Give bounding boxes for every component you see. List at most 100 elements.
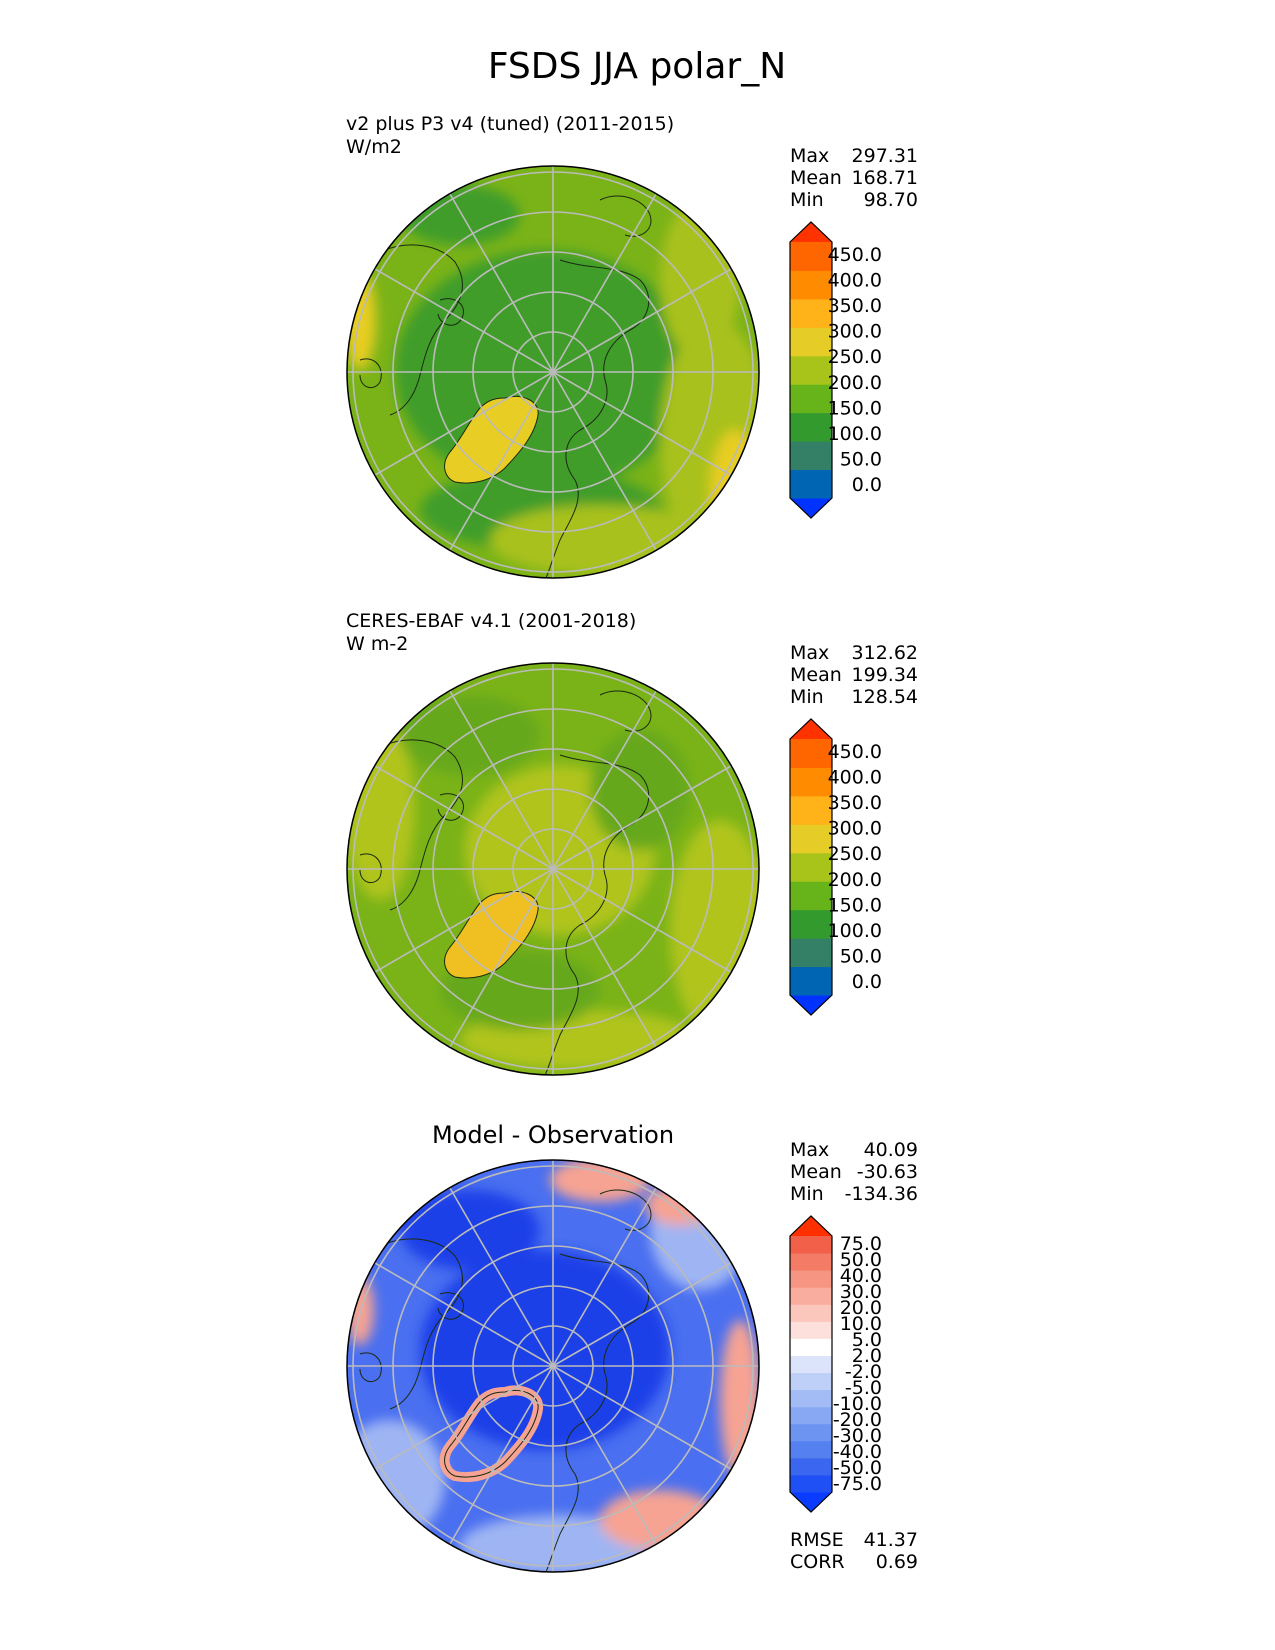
colorbar-under-arrow xyxy=(790,1492,832,1512)
graticule xyxy=(347,1160,759,1572)
panel-obs-units: W m-2 xyxy=(346,633,408,655)
panel-diff-title: Model - Observation xyxy=(432,1121,674,1149)
map-region-positive xyxy=(550,1160,650,1202)
stat-min-label: Min xyxy=(790,686,824,708)
stat-mean-value: -30.63 xyxy=(857,1161,918,1183)
panel-model-subtitle: v2 plus P3 v4 (tuned) (2011-2015) xyxy=(346,113,674,135)
map-outline xyxy=(346,662,760,1076)
colorbar-tick-label: 400.0 xyxy=(828,269,882,291)
colorbar-over-arrow xyxy=(790,1216,832,1236)
colorbar-tick-label: 200.0 xyxy=(828,372,882,394)
map-region-positive xyxy=(720,1320,759,1480)
colorbar-tick-label: 150.0 xyxy=(828,397,882,419)
colorbar-outline xyxy=(789,221,833,519)
colorbar-swatch xyxy=(790,298,832,328)
colorbar-swatch xyxy=(790,1253,832,1271)
panel-model-stats: Max 297.31 Mean 168.71 Min 98.70 xyxy=(790,145,918,211)
colorbar-tick-label: 150.0 xyxy=(828,894,882,916)
colorbar-swatch xyxy=(790,881,832,911)
colorbar-tick-label: 100.0 xyxy=(828,423,882,445)
panel-diff: Model - Observation xyxy=(346,1121,918,1573)
map-region-positive xyxy=(645,1185,715,1225)
colorbar-tick-label: -50.0 xyxy=(833,1457,882,1479)
stat-min-value: -134.36 xyxy=(845,1183,918,1205)
map-outline xyxy=(346,165,760,579)
colorbar-swatch xyxy=(790,938,832,968)
colorbar-swatch xyxy=(790,469,832,499)
stat-max-value: 40.09 xyxy=(864,1139,918,1161)
metric-corr-value: 0.69 xyxy=(876,1551,918,1573)
colorbar-tick-label: 0.0 xyxy=(852,971,882,993)
map-region-dark xyxy=(395,250,695,490)
colorbar-swatch xyxy=(790,242,832,271)
colorbar-swatch xyxy=(790,1355,832,1374)
metric-corr-label: CORR xyxy=(790,1551,845,1573)
graticule xyxy=(347,663,759,1075)
greenland-shape xyxy=(444,891,539,979)
colorbar-tick-label: 300.0 xyxy=(828,818,882,840)
colorbar-tick-label: 100.0 xyxy=(828,920,882,942)
colorbar-tick-label: 20.0 xyxy=(840,1297,882,1319)
colorbar-swatch xyxy=(790,1372,832,1391)
colorbar-tick-label: 350.0 xyxy=(828,295,882,317)
colorbar-tick-label: 250.0 xyxy=(828,843,882,865)
colorbar-tick-label: 250.0 xyxy=(828,346,882,368)
colorbar-swatch xyxy=(790,1406,832,1425)
stat-max-value: 312.62 xyxy=(852,642,918,664)
colorbar-tick-label: -5.0 xyxy=(845,1377,882,1399)
colorbar-swatch xyxy=(790,1440,832,1459)
colorbar-tick-label: -40.0 xyxy=(833,1441,882,1463)
colorbar-model: 450.0 400.0 350.0 300.0 250.0 200.0 150.0 100.0… xyxy=(789,221,882,519)
colorbar-swatch xyxy=(790,909,832,939)
colorbar-tick-label: 40.0 xyxy=(840,1265,882,1287)
colorbar-over-arrow xyxy=(790,719,832,739)
panel-model: v2 plus P3 v4 (tuned) (2011-2015) W/m2 xyxy=(346,113,918,579)
stat-mean-value: 199.34 xyxy=(852,664,918,686)
stat-min-label: Min xyxy=(790,189,824,211)
colorbar-swatch xyxy=(790,1321,832,1339)
colorbar-tick-label: -10.0 xyxy=(833,1393,882,1415)
panel-diff-metrics: RMSE 41.37 CORR 0.69 xyxy=(790,1529,918,1573)
colorbar-under-arrow xyxy=(790,498,832,518)
colorbar-under-arrow xyxy=(790,995,832,1015)
coastlines xyxy=(359,195,652,578)
map-region-light xyxy=(670,820,759,1040)
stat-max-value: 297.31 xyxy=(852,145,918,167)
colorbar-swatch xyxy=(790,1287,832,1305)
map-region-strong-negative xyxy=(420,1250,670,1450)
stat-mean-label: Mean xyxy=(790,664,842,686)
map-outline xyxy=(346,1159,760,1573)
colorbar-swatch xyxy=(790,795,832,825)
panel-model-units: W/m2 xyxy=(346,136,402,158)
stat-min-value: 98.70 xyxy=(864,189,918,211)
colorbar-tick-label: 300.0 xyxy=(828,321,882,343)
colorbar-tick-label: 2.0 xyxy=(852,1345,882,1367)
colorbar-outline xyxy=(789,718,833,1016)
colorbar-swatch xyxy=(790,824,832,854)
colorbar-swatch xyxy=(790,1423,832,1442)
stat-max-label: Max xyxy=(790,145,829,167)
map-region-dark xyxy=(590,730,690,850)
metric-rmse-label: RMSE xyxy=(790,1529,844,1551)
colorbar-diff: 75.050.040.030.020.010.05.02.0-2.0-5.0-1… xyxy=(789,1215,882,1513)
figure-title: FSDS JJA polar_N xyxy=(488,46,786,87)
colorbar-tick-label: 200.0 xyxy=(828,869,882,891)
stat-mean-value: 168.71 xyxy=(852,167,918,189)
colorbar-tick-label: 50.0 xyxy=(840,1249,882,1271)
panel-diff-stats: Max 40.09 Mean -30.63 Min -134.36 xyxy=(790,1139,918,1205)
colorbar-swatch xyxy=(790,441,832,471)
metric-rmse-value: 41.37 xyxy=(864,1529,918,1551)
colorbar-tick-label: 30.0 xyxy=(840,1281,882,1303)
colorbar-tick-label: -2.0 xyxy=(845,1361,882,1383)
colorbar-swatch xyxy=(790,1474,832,1493)
map-region-light xyxy=(660,200,740,360)
stat-max-label: Max xyxy=(790,642,829,664)
stat-mean-label: Mean xyxy=(790,167,842,189)
colorbar-tick-label: 50.0 xyxy=(840,946,882,968)
colorbar-obs: 450.0 400.0 350.0 300.0 250.0 200.0 150.0 100.0… xyxy=(789,718,882,1016)
colorbar-swatch xyxy=(790,1457,832,1476)
colorbar-swatch xyxy=(790,1389,832,1408)
colorbar-tick-label: 75.0 xyxy=(840,1233,882,1255)
colorbar-tick-label: 50.0 xyxy=(840,449,882,471)
stat-min-label: Min xyxy=(790,1183,824,1205)
